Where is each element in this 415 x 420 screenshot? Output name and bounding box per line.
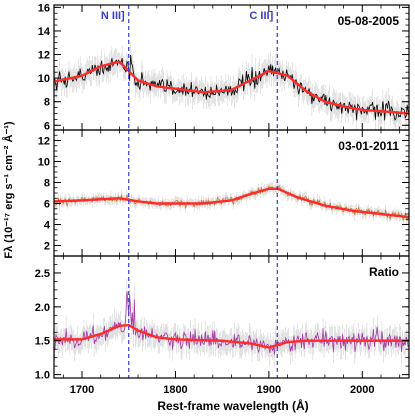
panel-3-error-bars	[54, 279, 409, 368]
line-label: N III]	[101, 10, 125, 22]
y-tick-label: 14	[38, 26, 51, 38]
y-tick-label: 8	[44, 178, 50, 190]
panel-3-plot	[54, 279, 409, 368]
frame-layer: 6 8 10 12 14 16 05-08-2005 2 4 6 8 10 12 03-01-2011 1.…	[35, 2, 410, 396]
y-tick-label: 10	[38, 157, 50, 169]
y-tick-label: 2.0	[35, 302, 50, 314]
y-tick-label: 1.5	[35, 336, 50, 348]
panel-2-spectrum	[54, 185, 409, 222]
panel-1-error-bars	[54, 43, 409, 130]
panel-1-spectrum	[54, 54, 409, 121]
y-tick-label: 16	[38, 2, 50, 14]
panel-2-label: 03-01-2011	[338, 139, 399, 153]
panel-2-plot	[54, 181, 409, 225]
y-tick-label: 8	[44, 97, 50, 109]
panel-1-plot	[54, 43, 409, 130]
y-tick-label: 10	[38, 73, 50, 85]
y-tick-label: 6	[44, 120, 50, 132]
x-tick-label: 2000	[350, 384, 374, 396]
x-tick-label: 1900	[257, 384, 281, 396]
line-label: C III]	[249, 10, 273, 22]
y-axis-label: Fλ (10⁻¹⁷ erg s⁻¹ cm⁻² Å⁻¹)	[2, 121, 15, 259]
x-axis-label: Rest-frame wavelength (Å)	[157, 398, 308, 413]
panel-1-label: 05-08-2005	[338, 14, 400, 28]
panel-2-error-bars	[54, 181, 409, 225]
x-tick-label: 1800	[163, 384, 187, 396]
y-tick-label: 2.5	[35, 268, 50, 280]
panel-1-fit-curve	[54, 60, 409, 115]
y-tick-label: 6	[44, 199, 50, 211]
y-tick-label: 12	[38, 136, 50, 148]
panel-3-fit-curve	[54, 323, 409, 349]
panel-3-frame	[53, 255, 410, 379]
y-tick-label: 2	[44, 241, 50, 253]
data-layer	[54, 43, 409, 368]
panel-2-fit-curve	[54, 187, 409, 219]
y-tick-label: 12	[38, 50, 50, 62]
y-tick-label: 4	[44, 220, 51, 232]
y-tick-label: 1.0	[35, 370, 50, 382]
x-tick-label: 1700	[70, 384, 94, 396]
panel-3-label: Ratio	[369, 265, 399, 279]
